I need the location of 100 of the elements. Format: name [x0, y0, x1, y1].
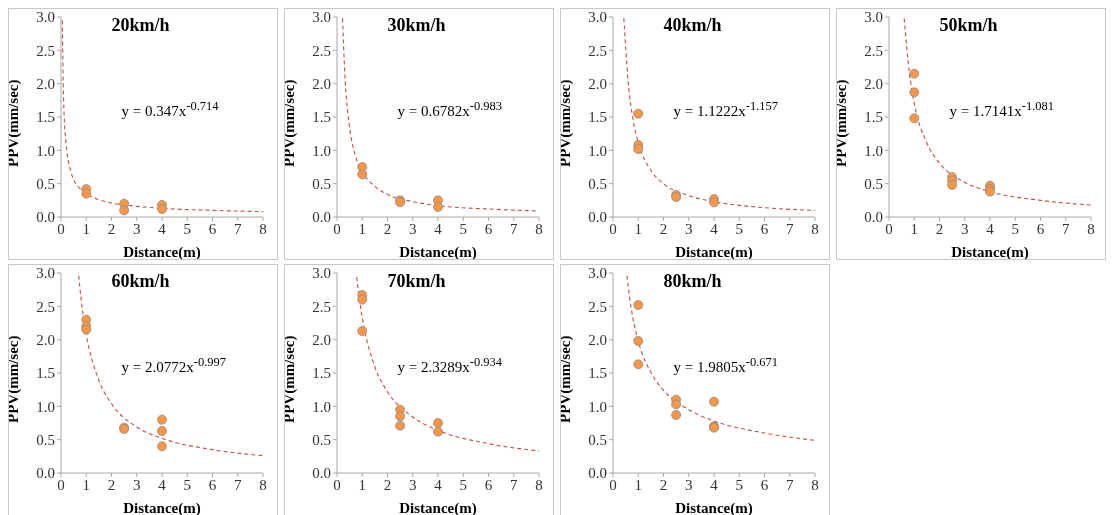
x-tick-label: 2 — [107, 220, 116, 237]
x-tick-label: 1 — [910, 220, 918, 237]
x-tick-label: 4 — [434, 220, 443, 237]
y-tick-label: 1.5 — [588, 109, 607, 126]
annotation: y = 1.1222x$^{-1.157}$ — [673, 98, 779, 120]
x-tick-label: 2 — [107, 476, 116, 493]
y-tick-label: 3.0 — [36, 265, 55, 282]
x-tick-label: 1 — [358, 476, 366, 493]
x-tick-label: 8 — [535, 220, 543, 237]
y-tick-label: 2.0 — [36, 331, 55, 348]
y-tick-label: 2.0 — [312, 331, 331, 348]
y-tick-label: 1.0 — [36, 398, 55, 415]
x-tick-label: 6 — [760, 220, 769, 237]
y-tick-label: 2.0 — [864, 75, 883, 92]
x-tick-label: 6 — [484, 476, 493, 493]
x-tick-label: 4 — [158, 220, 167, 237]
chart-title: 80km/h — [663, 271, 722, 292]
y-tick-label: 3.0 — [588, 265, 607, 282]
x-tick-label: 2 — [383, 220, 392, 237]
y-tick-label: 1.5 — [864, 109, 883, 126]
y-tick-label: 2.5 — [312, 298, 331, 315]
y-tick-label: 2.0 — [36, 75, 55, 92]
x-tick-label: 1 — [82, 220, 90, 237]
chart-title: 70km/h — [387, 271, 446, 292]
y-tick-label: 2.5 — [864, 42, 883, 59]
y-tick-label: 1.0 — [312, 398, 331, 415]
x-tick-label: 8 — [259, 476, 267, 493]
y-tick-label: 0.0 — [36, 209, 55, 226]
y-tick-label: 0.5 — [312, 175, 331, 192]
x-tick-label: 5 — [459, 220, 467, 237]
y-tick-label: 1.0 — [864, 142, 883, 159]
y-tick-label: 0.0 — [312, 209, 331, 226]
x-tick-label: 4 — [158, 476, 167, 493]
annotation: y = 1.7141x$^{-1.081}$ — [949, 98, 1055, 120]
y-tick-label: 0.0 — [36, 465, 55, 482]
chart-title: 30km/h — [387, 15, 446, 36]
x-tick-label: 3 — [685, 220, 693, 237]
y-tick-label: 1.0 — [588, 398, 607, 415]
y-tick-label: 2.5 — [36, 298, 55, 315]
x-tick-label: 5 — [1011, 220, 1019, 237]
x-tick-label: 6 — [208, 476, 217, 493]
y-tick-label: 0.5 — [36, 175, 55, 192]
x-tick-label: 4 — [434, 476, 443, 493]
x-tick-label: 1 — [82, 476, 90, 493]
x-tick-label: 0 — [57, 220, 65, 237]
x-tick-label: 0 — [885, 220, 893, 237]
y-tick-label: 0.5 — [312, 431, 331, 448]
y-tick-label: 0.5 — [36, 431, 55, 448]
x-tick-label: 7 — [786, 476, 794, 493]
x-tick-label: 1 — [634, 476, 642, 493]
annotation: y = 2.3289x$^{-0.934}$ — [397, 354, 503, 376]
x-tick-label: 7 — [510, 476, 518, 493]
x-tick-label: 4 — [986, 220, 995, 237]
y-tick-label: 1.5 — [36, 365, 55, 382]
y-tick-label: 0.0 — [588, 209, 607, 226]
y-tick-label: 0.0 — [864, 209, 883, 226]
x-tick-label: 6 — [484, 220, 493, 237]
y-tick-label: 2.5 — [312, 42, 331, 59]
x-tick-label: 1 — [634, 220, 642, 237]
x-tick-label: 7 — [234, 220, 242, 237]
x-tick-label: 3 — [133, 220, 141, 237]
y-tick-label: 3.0 — [864, 9, 883, 26]
x-tick-label: 5 — [183, 476, 191, 493]
x-tick-label: 8 — [535, 476, 543, 493]
x-tick-label: 5 — [183, 220, 191, 237]
y-tick-label: 1.0 — [588, 142, 607, 159]
x-tick-label: 2 — [383, 476, 392, 493]
x-tick-label: 5 — [459, 476, 467, 493]
x-tick-label: 5 — [735, 220, 743, 237]
x-tick-label: 5 — [735, 476, 743, 493]
x-tick-label: 7 — [510, 220, 518, 237]
x-tick-label: 4 — [710, 476, 719, 493]
x-tick-label: 0 — [609, 220, 617, 237]
y-tick-label: 1.5 — [36, 109, 55, 126]
y-tick-label: 0.0 — [312, 465, 331, 482]
x-tick-label: 2 — [935, 220, 944, 237]
y-tick-label: 3.0 — [588, 9, 607, 26]
y-tick-label: 1.5 — [588, 365, 607, 382]
x-tick-label: 6 — [760, 476, 769, 493]
y-tick-label: 2.5 — [588, 42, 607, 59]
y-tick-label: 2.5 — [588, 298, 607, 315]
x-tick-label: 2 — [659, 220, 668, 237]
x-tick-label: 6 — [1036, 220, 1045, 237]
chart-title: 20km/h — [111, 15, 170, 36]
x-tick-label: 7 — [786, 220, 794, 237]
x-tick-label: 3 — [133, 476, 141, 493]
y-tick-label: 1.0 — [36, 142, 55, 159]
x-tick-label: 3 — [685, 476, 693, 493]
x-tick-label: 1 — [358, 220, 366, 237]
y-tick-label: 1.5 — [312, 365, 331, 382]
x-tick-label: 0 — [57, 476, 65, 493]
x-tick-label: 7 — [1062, 220, 1070, 237]
annotation: y = 2.0772x$^{-0.997}$ — [121, 354, 227, 376]
annotation: y = 0.347x$^{-0.714}$ — [121, 98, 219, 120]
x-tick-label: 3 — [409, 220, 417, 237]
x-tick-label: 8 — [259, 220, 267, 237]
y-tick-label: 0.5 — [588, 431, 607, 448]
x-tick-label: 4 — [710, 220, 719, 237]
x-tick-label: 8 — [811, 220, 819, 237]
annotation: y = 0.6782x$^{-0.983}$ — [397, 98, 503, 120]
